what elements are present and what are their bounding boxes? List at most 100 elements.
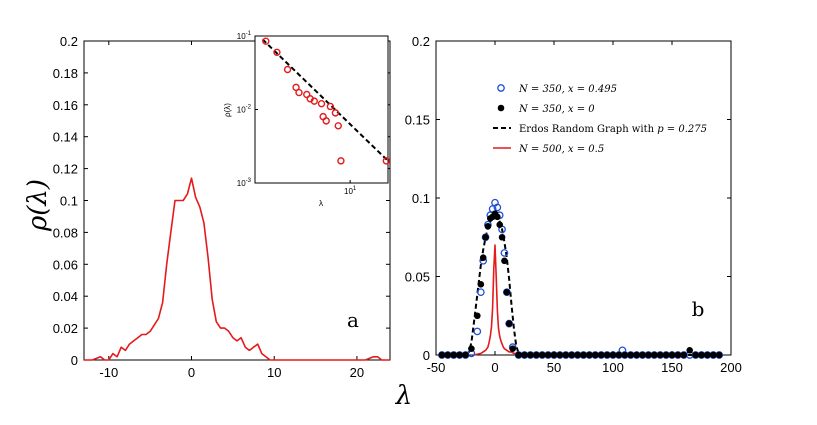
series-point-filled	[692, 351, 699, 359]
legend-label: Erdos Random Graph with p = 0.275	[519, 124, 707, 135]
legend-label-math: p = 0.275	[657, 124, 707, 135]
y-tick-label: 0.1	[60, 194, 78, 209]
series-point-filled	[550, 351, 558, 359]
series-point-filled	[686, 346, 693, 354]
inset-y-label: ρ(λ)	[223, 103, 232, 117]
y-tick-label: 0.02	[53, 321, 78, 336]
y-tick-label: 0.12	[53, 162, 78, 177]
x-tick-label: 100	[602, 360, 624, 375]
panel-a-series	[84, 177, 390, 361]
panel-a-x-ticks: -10 0 10 20	[99, 41, 364, 380]
series-point-filled	[509, 345, 516, 353]
inset-y-ticks: 10-1 10-2 10-3	[237, 31, 258, 188]
series-point-filled	[645, 351, 652, 359]
series-point-filled	[609, 351, 617, 359]
series-point-filled	[562, 351, 570, 359]
x-tick-label: 20	[350, 365, 364, 380]
panel-b-legend: N = 350, x = 0.495 N = 350, x = 0 Erdos Ra…	[493, 84, 707, 155]
inset-point	[322, 117, 330, 125]
series-point-filled	[533, 351, 540, 359]
series-point-filled	[698, 351, 705, 359]
y-tick-label: 0.08	[53, 225, 78, 240]
panel-b-y-ticks: 0 0.05 0.1 0.15 0.2	[405, 34, 731, 363]
series-point-filled	[527, 351, 534, 359]
panel-a: 00.020.040.060.080.10.120.140.160.180.2 …	[53, 31, 391, 380]
y-tick-label: 0.16	[53, 98, 78, 113]
series-point-filled	[462, 351, 469, 359]
y-tick-label: 0.05	[405, 270, 430, 285]
series-point-filled	[633, 351, 640, 359]
legend-label: N = 500, x = 0.5	[518, 144, 604, 155]
series-point-filled	[592, 351, 599, 359]
inset-x-tick-label: 101	[344, 186, 357, 196]
series-point-filled	[498, 233, 506, 241]
series-line-dashed	[441, 214, 720, 356]
series-point-filled	[651, 351, 658, 359]
y-tick-label: 0.06	[53, 257, 78, 272]
x-tick-label: 0	[491, 360, 498, 375]
inset-point	[295, 88, 303, 97]
y-tick-label: 0.2	[60, 34, 78, 49]
series-point-open	[473, 327, 482, 336]
legend-entry: N = 350, x = 0.495	[497, 84, 617, 95]
inset-point	[317, 99, 326, 108]
series-point-filled	[505, 320, 513, 327]
inset-point	[273, 48, 281, 57]
legend-label-text: Erdos Random Graph with	[519, 124, 657, 135]
inset-x-ticks: 101	[344, 180, 357, 196]
series-point-filled	[656, 351, 664, 359]
series-point-filled	[556, 351, 564, 359]
y-tick-label: 0.2	[412, 34, 430, 49]
legend-label: N = 350, x = 0.495	[518, 84, 617, 95]
y-tick-label: 0	[71, 353, 78, 368]
x-tick-label: 0	[188, 365, 195, 380]
series-point-filled	[538, 351, 546, 359]
series-point-filled	[674, 351, 682, 359]
inset-x-label: λ	[319, 199, 323, 208]
panel-b-x-ticks: -50 0 50 100 150 200	[427, 41, 742, 375]
y-tick-label: 0.1	[412, 191, 430, 206]
series-point-filled	[574, 351, 581, 359]
x-tick-label: 150	[661, 360, 683, 375]
series-point-filled	[627, 351, 634, 359]
series-point-filled	[484, 222, 492, 230]
series-line	[84, 177, 390, 361]
series-point-filled	[668, 351, 676, 359]
inset-y-tick-label: 10-3	[237, 178, 252, 188]
legend-entry: N = 500, x = 0.5	[493, 144, 604, 155]
series-point-filled	[639, 351, 646, 359]
y-axis-label: ρ(λ)	[23, 179, 53, 232]
legend-label: N = 350, x = 0	[518, 104, 595, 115]
series-point-filled	[468, 345, 475, 353]
legend-entry: N = 350, x = 0	[497, 104, 595, 115]
series-point-filled	[704, 351, 711, 359]
inset-y-tick-label: 10-1	[237, 31, 252, 41]
series-line-red	[473, 244, 526, 356]
series-point-filled	[603, 351, 611, 359]
inset-point	[331, 109, 340, 117]
series-point-filled	[494, 213, 501, 221]
y-tick-label: 0.14	[53, 130, 78, 145]
inset-frame	[254, 35, 389, 184]
inset-point	[310, 97, 318, 105]
series-point-filled	[474, 312, 481, 320]
inset-point	[326, 102, 335, 111]
inset-point	[337, 157, 345, 165]
legend-label-math: N = 350, x = 0.495	[518, 84, 617, 95]
series-point-filled	[615, 351, 623, 359]
y-tick-label: 0.04	[53, 289, 78, 304]
series-point-filled	[521, 351, 528, 359]
x-tick-label: -50	[427, 360, 446, 375]
series-point-filled	[544, 351, 552, 359]
series-point-filled	[580, 351, 587, 359]
x-tick-label: -10	[99, 365, 118, 380]
series-point-filled	[568, 351, 575, 359]
series-point-filled	[710, 351, 717, 359]
x-tick-label: 200	[720, 360, 742, 375]
legend-label-math: N = 500, x = 0.5	[518, 144, 604, 155]
series-point-filled	[621, 351, 629, 359]
panel-b: 00.050.10.150.2 -50 0 50 100 150 200 b N = 35…	[405, 34, 742, 375]
inset-chart: 10-1 10-2 10-3 101 λ ρ(λ)	[223, 31, 391, 208]
series-point-filled	[479, 254, 487, 261]
